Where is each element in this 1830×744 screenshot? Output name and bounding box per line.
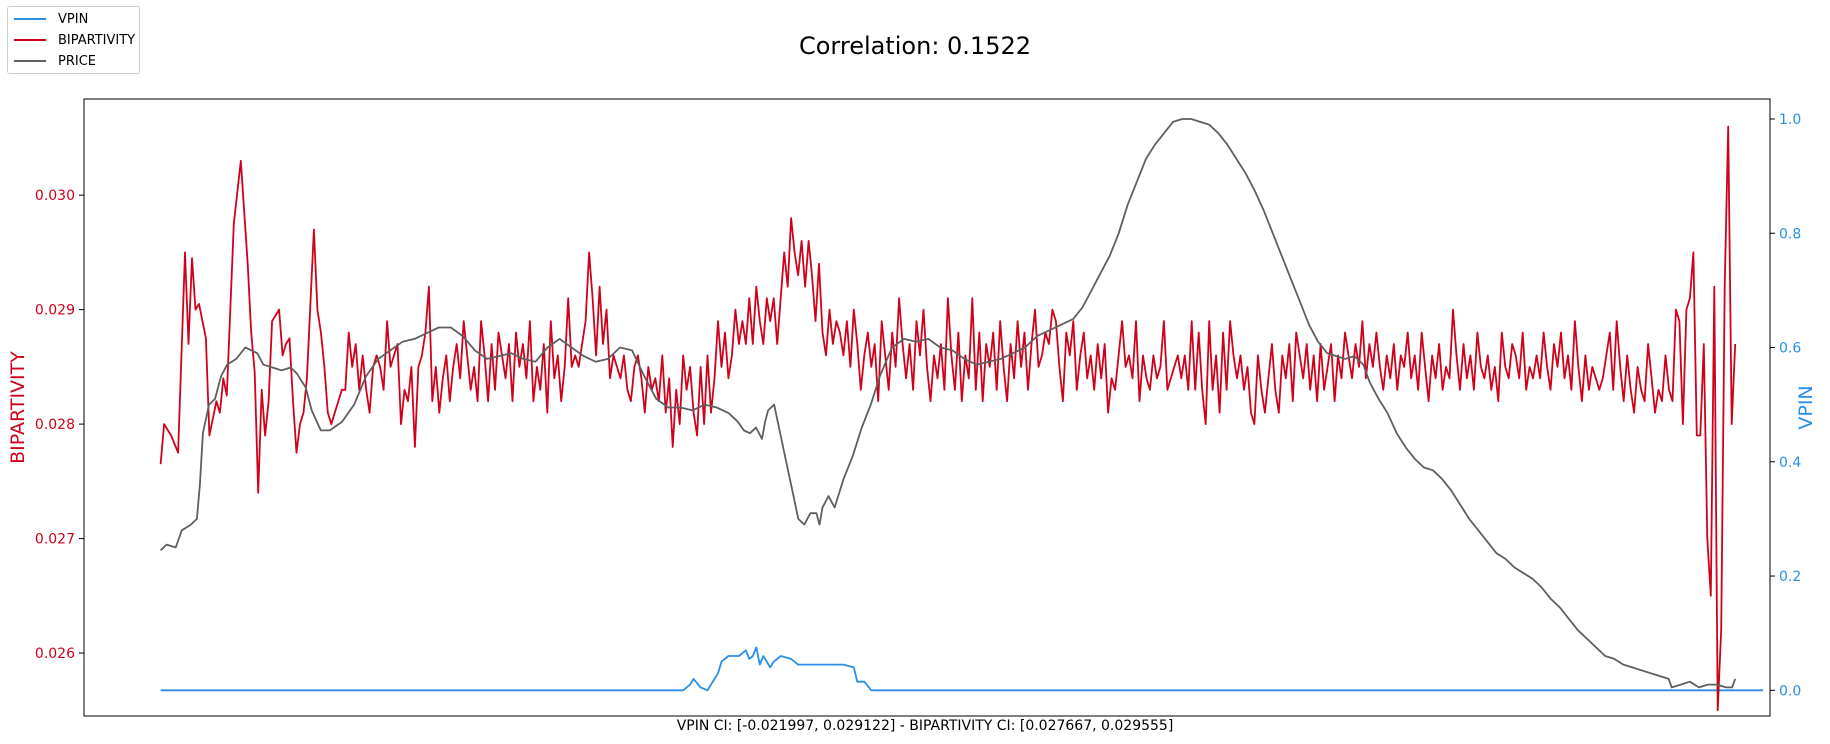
left-tick-label: 0.026 [35, 646, 75, 662]
legend-swatch-vpin [14, 18, 46, 20]
series-line-vpin [160, 646, 1763, 692]
legend-label-vpin: VPIN [58, 11, 89, 27]
left-tick-label: 0.028 [35, 417, 75, 433]
right-axis: 0.0 0.2 0.4 0.6 0.8 1.0 [1770, 112, 1801, 699]
legend-item-price: PRICE [14, 52, 96, 70]
series-line-bipartivity [159, 125, 1737, 712]
legend-swatch-bipartivity [14, 39, 46, 41]
right-axis-label: VPIN [1795, 385, 1817, 429]
right-tick-label: 0.6 [1779, 341, 1801, 357]
left-axis-label: BIPARTIVITY [7, 351, 29, 464]
right-tick-label: 0.0 [1779, 683, 1801, 699]
legend: VPIN BIPARTIVITY PRICE [7, 6, 140, 74]
right-tick-label: 1.0 [1779, 112, 1801, 128]
series-line-price [159, 118, 1737, 689]
confidence-interval-caption: VPIN CI: [-0.021997, 0.029122] - BIPARTI… [676, 718, 1174, 734]
legend-item-bipartivity: BIPARTIVITY [14, 31, 135, 49]
legend-item-vpin: VPIN [14, 10, 88, 28]
right-tick-label: 0.8 [1779, 226, 1801, 242]
right-tick-label: 0.4 [1779, 455, 1801, 471]
legend-label-bipartivity: BIPARTIVITY [58, 32, 136, 48]
left-tick-label: 0.030 [35, 188, 75, 204]
right-tick-label: 0.2 [1779, 569, 1801, 585]
left-axis: 0.026 0.027 0.028 0.029 0.030 [35, 188, 84, 662]
plot-frame [83, 98, 1771, 717]
legend-swatch-price [14, 60, 46, 62]
left-tick-label: 0.029 [35, 303, 75, 319]
chart-title: Correlation: 0.1522 [798, 32, 1032, 60]
legend-label-price: PRICE [58, 53, 96, 69]
left-tick-label: 0.027 [35, 532, 75, 548]
plot-lines [159, 118, 1763, 712]
